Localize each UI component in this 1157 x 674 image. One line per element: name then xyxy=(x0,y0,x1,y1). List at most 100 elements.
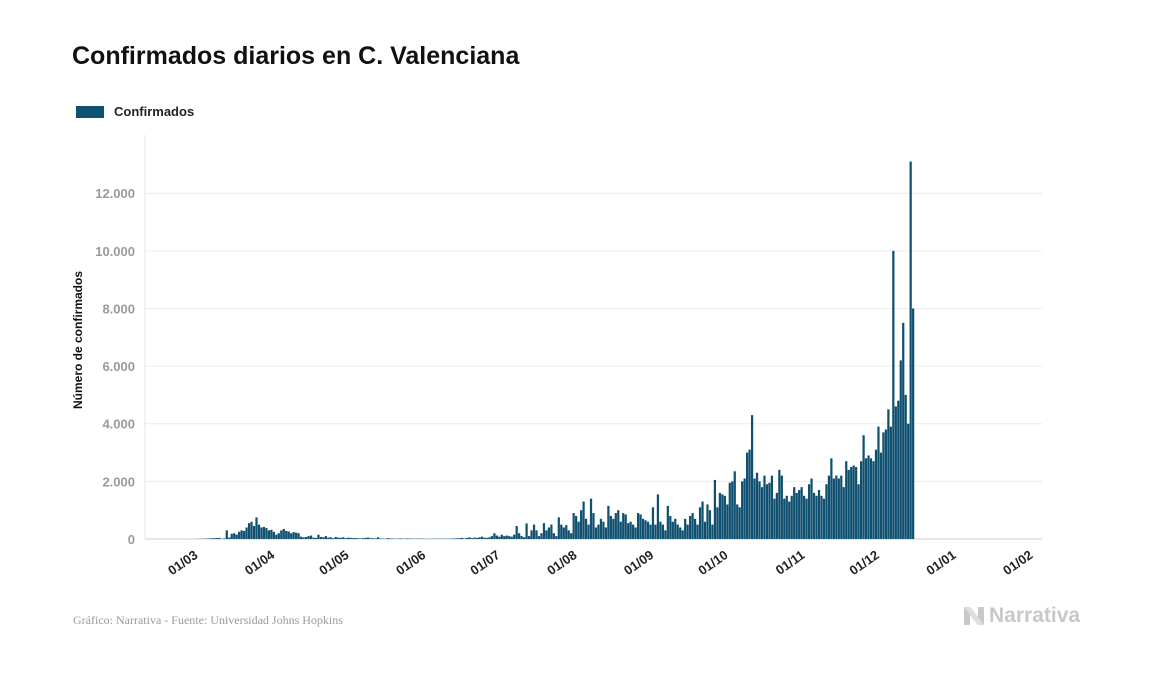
bar xyxy=(907,423,910,539)
bar xyxy=(765,484,769,539)
bar xyxy=(208,538,211,539)
brand-logo: Narrativa xyxy=(962,604,1080,628)
bar xyxy=(361,538,365,539)
bar xyxy=(850,466,853,539)
bar xyxy=(783,498,786,539)
bar xyxy=(453,538,456,539)
bar xyxy=(508,536,511,539)
bar xyxy=(689,515,692,539)
bar xyxy=(238,531,241,539)
y-axis-ticks: 0 2.000 4.000 6.000 8.000 10.000 12.000 xyxy=(95,186,135,547)
bar xyxy=(882,432,885,539)
bar xyxy=(371,538,375,539)
bar xyxy=(530,530,533,539)
bar xyxy=(857,484,860,539)
bar xyxy=(820,495,823,539)
bar xyxy=(366,537,370,539)
bar xyxy=(817,490,821,539)
bar xyxy=(632,524,635,539)
bar xyxy=(518,533,521,539)
bar xyxy=(337,537,340,539)
bar xyxy=(622,513,625,539)
bar xyxy=(245,527,248,539)
bar xyxy=(644,520,647,539)
legend-swatch xyxy=(76,105,104,118)
bar xyxy=(743,478,746,539)
bar xyxy=(832,478,835,539)
bar xyxy=(651,507,655,539)
bar xyxy=(842,487,845,539)
bar xyxy=(671,521,674,539)
bar xyxy=(389,538,392,539)
bar xyxy=(332,538,335,539)
bar xyxy=(679,527,682,539)
x-tick-label: 01/07 xyxy=(467,547,502,578)
bar xyxy=(233,533,236,539)
brand-name: Narrativa xyxy=(989,604,1081,627)
bar xyxy=(342,537,345,539)
bar xyxy=(708,510,712,539)
bar xyxy=(215,537,218,539)
narrativa-logo-icon xyxy=(964,607,984,625)
bar xyxy=(500,534,503,539)
bar xyxy=(758,481,761,539)
bar xyxy=(646,521,650,539)
bar xyxy=(592,513,595,539)
bar xyxy=(669,515,672,539)
y-tick-label: 10.000 xyxy=(95,244,135,259)
bar xyxy=(466,537,469,539)
y-tick-label: 2.000 xyxy=(102,474,135,489)
bar xyxy=(666,505,669,539)
bar xyxy=(627,523,630,539)
bar xyxy=(597,524,600,539)
bar xyxy=(267,530,271,539)
bar xyxy=(810,478,813,539)
bar xyxy=(329,537,332,539)
bar xyxy=(788,501,791,539)
bar xyxy=(523,537,526,539)
bar xyxy=(312,537,315,539)
bar xyxy=(547,527,551,539)
bar xyxy=(515,526,518,539)
bar xyxy=(887,409,890,539)
bar xyxy=(478,537,481,539)
bar xyxy=(280,530,283,539)
x-tick-label: 01/11 xyxy=(773,547,808,578)
bar xyxy=(711,524,714,539)
bar xyxy=(728,482,731,539)
bar xyxy=(485,537,489,539)
bar xyxy=(602,521,605,539)
bar xyxy=(250,521,253,539)
bar xyxy=(292,532,295,539)
bar xyxy=(223,538,226,539)
bar xyxy=(510,536,513,539)
bar xyxy=(659,521,662,539)
bar xyxy=(609,515,612,539)
bar xyxy=(213,538,216,539)
x-tick-label: 01/05 xyxy=(316,547,351,578)
bar xyxy=(560,524,563,539)
bar xyxy=(475,537,479,539)
bar xyxy=(247,523,251,539)
bar xyxy=(285,530,288,539)
bar xyxy=(753,478,756,539)
bar xyxy=(738,507,741,539)
bar xyxy=(369,538,372,539)
y-tick-label: 4.000 xyxy=(102,417,135,432)
x-tick-label: 01/08 xyxy=(544,547,579,578)
footer-source: Gráfico: Narrativa - Fuente: Universidad… xyxy=(73,613,343,627)
bar xyxy=(636,513,640,539)
bar xyxy=(470,538,474,539)
bar xyxy=(674,518,677,539)
bar xyxy=(243,530,246,539)
bar xyxy=(218,537,221,539)
bar xyxy=(327,537,330,539)
bar xyxy=(718,492,721,539)
bar xyxy=(835,475,838,539)
bar xyxy=(840,475,843,539)
bar xyxy=(295,532,298,539)
bar xyxy=(748,449,751,539)
bar xyxy=(723,495,726,539)
bar xyxy=(537,536,541,539)
